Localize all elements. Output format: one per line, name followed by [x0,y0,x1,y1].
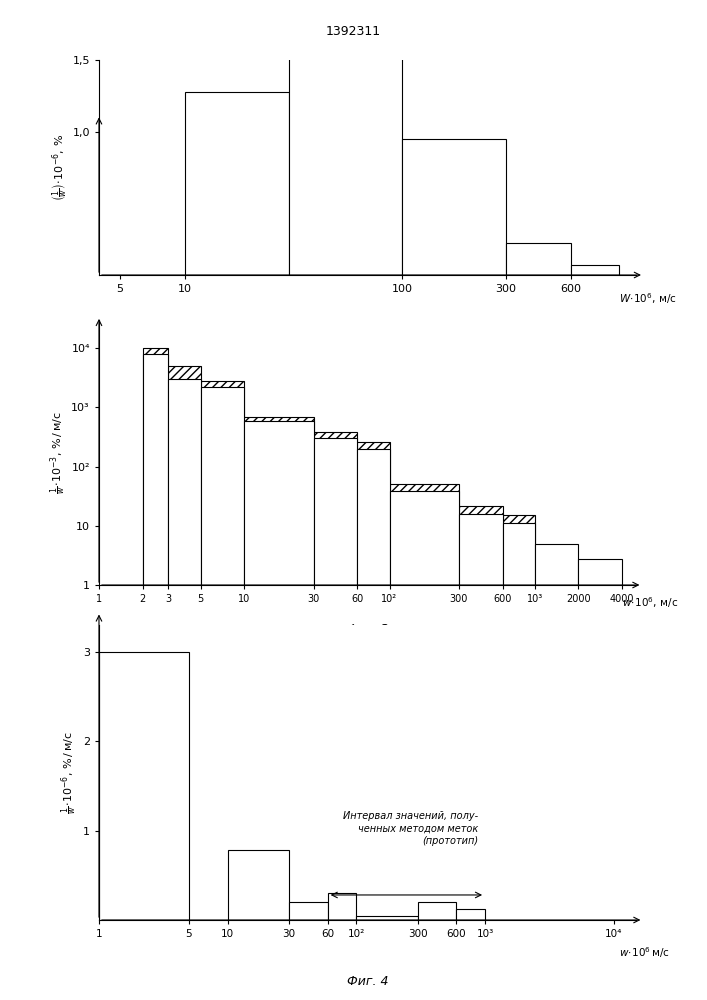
Text: Фиг. 4: Фиг. 4 [347,975,388,988]
Bar [313,432,357,585]
Bar [313,438,357,585]
Bar [534,544,578,585]
Bar [99,652,189,920]
Text: 1392311: 1392311 [326,25,381,38]
Bar [418,902,457,920]
Bar [459,506,503,585]
Bar [357,442,390,585]
Bar [356,916,418,920]
Bar [244,417,313,585]
Text: Фиг. 3: Фиг. 3 [347,623,388,636]
Bar [578,559,622,585]
Text: $w\!\cdot\!10^6\,\rm{м/с}$: $w\!\cdot\!10^6\,\rm{м/с}$ [619,945,670,960]
Bar [459,514,503,585]
Y-axis label: $\left(\frac{1}{w}\right)\!\cdot\!10^{-6},\,\%$: $\left(\frac{1}{w}\right)\!\cdot\!10^{-6… [50,134,70,201]
Bar [185,92,288,275]
Bar [228,850,289,920]
Bar [244,421,313,585]
Bar [457,909,485,920]
Bar [390,484,459,585]
Bar [201,387,244,585]
Y-axis label: $\frac{1}{w}\!\cdot\!10^{-6},\,\%\,/\,\rm{м/с}$: $\frac{1}{w}\!\cdot\!10^{-6},\,\%\,/\,\r… [60,731,80,814]
Bar [506,243,571,275]
Text: $W\!\cdot\!10^6,\,\rm{м/с}$: $W\!\cdot\!10^6,\,\rm{м/с}$ [619,291,677,306]
Bar [168,366,201,585]
Bar [328,893,356,920]
Y-axis label: $\frac{1}{w}\!\cdot\!10^{-3},\,\%\,/\,\rm{м/с}$: $\frac{1}{w}\!\cdot\!10^{-3},\,\%\,/\,\r… [49,411,69,494]
Bar [289,902,328,920]
Bar [357,449,390,585]
Bar [390,491,459,585]
Bar [143,354,168,585]
Bar [143,348,168,585]
Bar [402,139,506,275]
Text: Интервал значений, полу-
ченных методом меток
(прототип): Интервал значений, полу- ченных методом … [344,811,479,846]
Bar [288,20,402,275]
Bar [571,265,619,275]
Bar [503,523,534,585]
Text: Фиг. 2: Фиг. 2 [347,325,388,338]
Text: $w\!\cdot\!10^6,\,\rm{м/с}$: $w\!\cdot\!10^6,\,\rm{м/с}$ [622,596,678,610]
Bar [503,515,534,585]
Bar [168,379,201,585]
Bar [201,381,244,585]
